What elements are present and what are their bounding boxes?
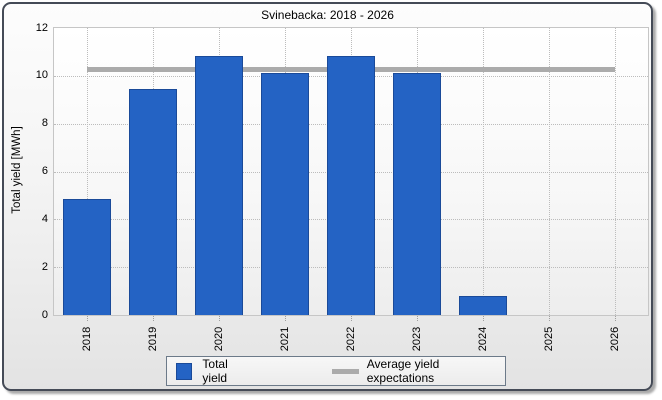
- x-axis-tick-label: 2019: [147, 326, 159, 352]
- x-axis-tick: [87, 316, 88, 321]
- x-axis-tick: [285, 316, 286, 321]
- x-axis-tick-label: 2026: [609, 326, 621, 352]
- x-axis-tick-label: 2021: [279, 326, 291, 352]
- legend-label-total-yield: Total yield: [202, 357, 228, 385]
- x-axis-tick: [153, 316, 154, 321]
- y-axis-tick-label: 8: [41, 117, 48, 130]
- plot-area: [53, 27, 649, 316]
- y-axis-tick-label: 12: [35, 21, 48, 34]
- y-axis-tick-label: 6: [41, 165, 48, 177]
- x-axis-tick: [219, 316, 220, 321]
- x-axis-tick: [417, 316, 418, 321]
- vertical-gridline: [87, 28, 88, 315]
- y-axis-tick-label: 4: [41, 212, 48, 225]
- y-axis-tick-label: 2: [41, 260, 48, 273]
- total-yield-bar: [63, 199, 111, 315]
- x-axis-tick: [615, 316, 616, 321]
- total-yield-bar: [393, 73, 441, 315]
- y-axis-tick-label: 10: [35, 69, 48, 82]
- x-axis-tick-label: 2022: [345, 326, 357, 352]
- total-yield-bar: [459, 295, 507, 315]
- legend-item-average: Average yield expectations: [331, 357, 505, 385]
- vertical-gridline: [615, 28, 616, 315]
- legend-item-total-yield: Total yield: [176, 357, 254, 385]
- x-axis-tick-label: 2024: [477, 326, 489, 352]
- x-axis-tick-label: 2020: [213, 326, 225, 352]
- x-axis-tick: [351, 316, 352, 321]
- x-axis-tick-label: 2018: [81, 326, 93, 352]
- total-yield-bar: [195, 55, 243, 315]
- chart-panel: Svinebacka: 2018 - 2026 Total yield [MWh…: [2, 2, 653, 391]
- total-yield-bar: [327, 55, 375, 315]
- chart-title: Svinebacka: 2018 - 2026: [261, 8, 394, 22]
- x-axis-tick: [549, 316, 550, 321]
- legend-label-average: Average yield expectations: [366, 357, 440, 385]
- total-yield-swatch-icon: [176, 362, 193, 380]
- x-axis-tick: [483, 316, 484, 321]
- total-yield-bar: [261, 73, 309, 315]
- x-axis-tick-label: 2025: [543, 326, 555, 352]
- total-yield-bar: [129, 89, 177, 315]
- average-line-swatch-icon: [331, 368, 359, 374]
- vertical-gridline: [483, 28, 484, 315]
- legend: Total yield Average yield expectations: [166, 356, 506, 386]
- y-axis-tick-label: 0: [41, 308, 48, 321]
- vertical-gridline: [549, 28, 550, 315]
- x-axis-tick-label: 2023: [411, 326, 423, 352]
